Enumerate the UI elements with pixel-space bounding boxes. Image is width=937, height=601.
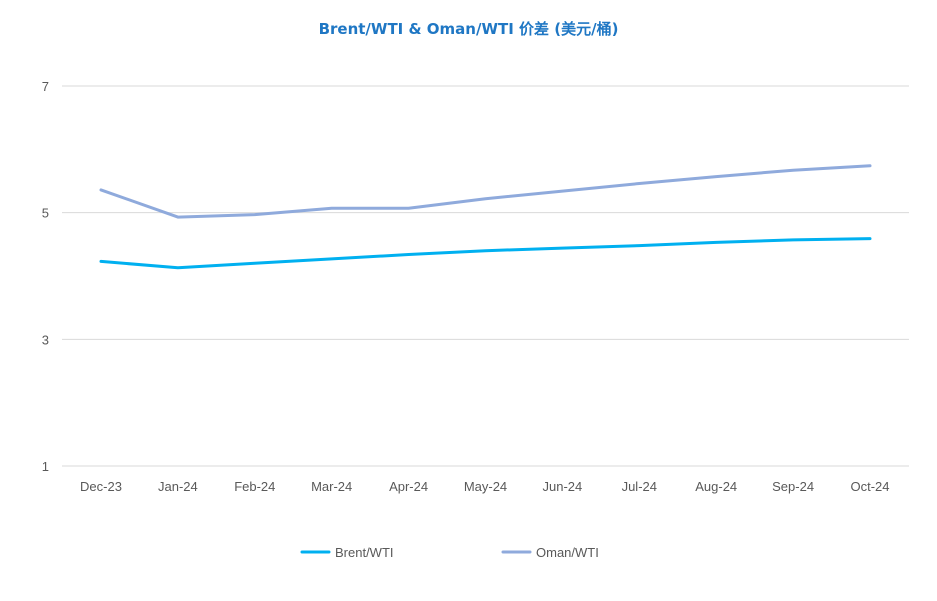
x-tick-label-may-24: May-24 bbox=[464, 479, 507, 494]
x-tick-label-jan-24: Jan-24 bbox=[158, 479, 198, 494]
x-tick-label-dec-23: Dec-23 bbox=[80, 479, 122, 494]
series-line-oman-wti bbox=[99, 164, 872, 219]
x-tick-label-sep-24: Sep-24 bbox=[772, 479, 814, 494]
series-line-brent-wti bbox=[99, 237, 872, 270]
legend-label-oman-wti: Oman/WTI bbox=[536, 545, 599, 560]
x-tick-label-mar-24: Mar-24 bbox=[311, 479, 352, 494]
x-tick-label-jul-24: Jul-24 bbox=[622, 479, 657, 494]
x-tick-label-oct-24: Oct-24 bbox=[850, 479, 889, 494]
legend-label-brent-wti: Brent/WTI bbox=[335, 545, 394, 560]
y-tick-label-1: 1 bbox=[42, 459, 49, 474]
y-tick-label-5: 5 bbox=[42, 206, 49, 221]
x-tick-label-feb-24: Feb-24 bbox=[234, 479, 275, 494]
x-tick-label-aug-24: Aug-24 bbox=[695, 479, 737, 494]
chart-title: Brent/WTI & Oman/WTI 价差 (美元/桶) bbox=[318, 20, 619, 38]
x-tick-label-apr-24: Apr-24 bbox=[389, 479, 428, 494]
y-tick-label-7: 7 bbox=[42, 79, 49, 94]
y-tick-label-3: 3 bbox=[42, 332, 49, 347]
x-tick-label-jun-24: Jun-24 bbox=[543, 479, 583, 494]
